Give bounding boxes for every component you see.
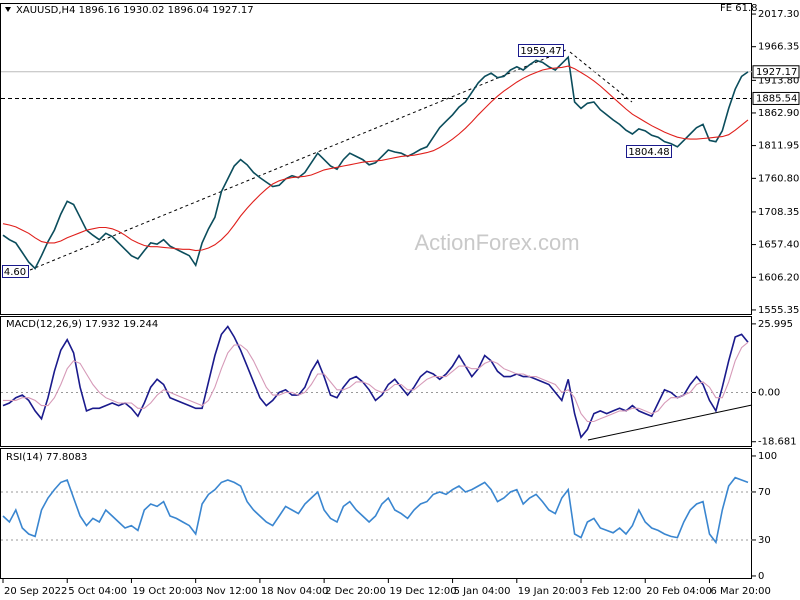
y-tick-label: 2017.30 xyxy=(758,9,799,20)
y-tick-label: 100 xyxy=(758,451,777,462)
series-line xyxy=(2,65,749,252)
series-line xyxy=(2,476,749,545)
annotation-box xyxy=(518,44,564,57)
y-tick-label: 30 xyxy=(758,535,771,546)
rsi-title: RSI(14) 77.8083 xyxy=(6,452,87,463)
x-tick-label: 20 Sep 2022 xyxy=(4,586,67,597)
annotation: 1804.48 xyxy=(628,147,669,158)
fe-label: FE 61.8 xyxy=(720,3,758,14)
annotation-box xyxy=(2,265,29,278)
macd-trend-line xyxy=(587,404,753,441)
series-line xyxy=(2,55,749,270)
y-tick-label: 0 xyxy=(758,571,764,582)
trend-line xyxy=(29,49,567,271)
y-tick-label: 1606.20 xyxy=(758,272,799,283)
y-tick-label: 1966.35 xyxy=(758,42,799,53)
y-tick-label: -18.681 xyxy=(758,437,797,448)
x-tick-label: 6 Mar 20:00 xyxy=(710,586,770,597)
x-tick-label: 5 Jan 04:00 xyxy=(454,586,511,597)
rsi-panel xyxy=(0,448,752,579)
annotation-box xyxy=(626,145,672,158)
price-tag-label: 1927.17 xyxy=(756,67,797,78)
y-tick-label: 1862.90 xyxy=(758,108,799,119)
x-tick-label: 19 Jan 20:00 xyxy=(518,586,581,597)
x-tick-label: 19 Oct 20:00 xyxy=(132,586,197,597)
y-tick-label: 1913.80 xyxy=(758,75,799,86)
trend-line xyxy=(569,51,633,103)
macd-title: MACD(12,26,9) 17.932 19.244 xyxy=(6,319,158,330)
menu-icon xyxy=(5,7,11,12)
macd-panel xyxy=(0,316,752,447)
price-title: XAUUSD,H4 1896.16 1930.02 1896.04 1927.1… xyxy=(16,5,254,16)
x-tick-label: 19 Dec 12:00 xyxy=(389,586,456,597)
y-tick-label: 1811.95 xyxy=(758,141,799,152)
price-panel xyxy=(0,3,752,315)
y-tick-label: 70 xyxy=(758,487,771,498)
y-tick-label: 1657.40 xyxy=(758,240,799,251)
y-tick-label: 0.00 xyxy=(758,387,780,398)
watermark: ActionForex.com xyxy=(414,230,579,255)
x-tick-label: 2 Dec 20:00 xyxy=(325,586,386,597)
x-tick-label: 3 Feb 12:00 xyxy=(582,586,641,597)
x-tick-label: 5 Oct 04:00 xyxy=(68,586,127,597)
price-tag xyxy=(752,91,800,105)
y-tick-label: 25.995 xyxy=(758,319,793,330)
y-tick-label: 1760.80 xyxy=(758,173,799,184)
y-tick-label: 1555.35 xyxy=(758,305,799,316)
x-tick-label: 20 Feb 04:00 xyxy=(646,586,712,597)
price-tag-label: 1885.54 xyxy=(756,93,797,104)
annotation: 1959.47 xyxy=(520,46,561,57)
y-tick-label: 1708.35 xyxy=(758,207,799,218)
series-line xyxy=(2,325,749,440)
x-tick-label: 3 Nov 12:00 xyxy=(197,586,258,597)
price-tag xyxy=(752,65,800,79)
annotation: 4.60 xyxy=(4,267,26,278)
series-line xyxy=(3,341,749,423)
x-tick-label: 18 Nov 04:00 xyxy=(261,586,328,597)
